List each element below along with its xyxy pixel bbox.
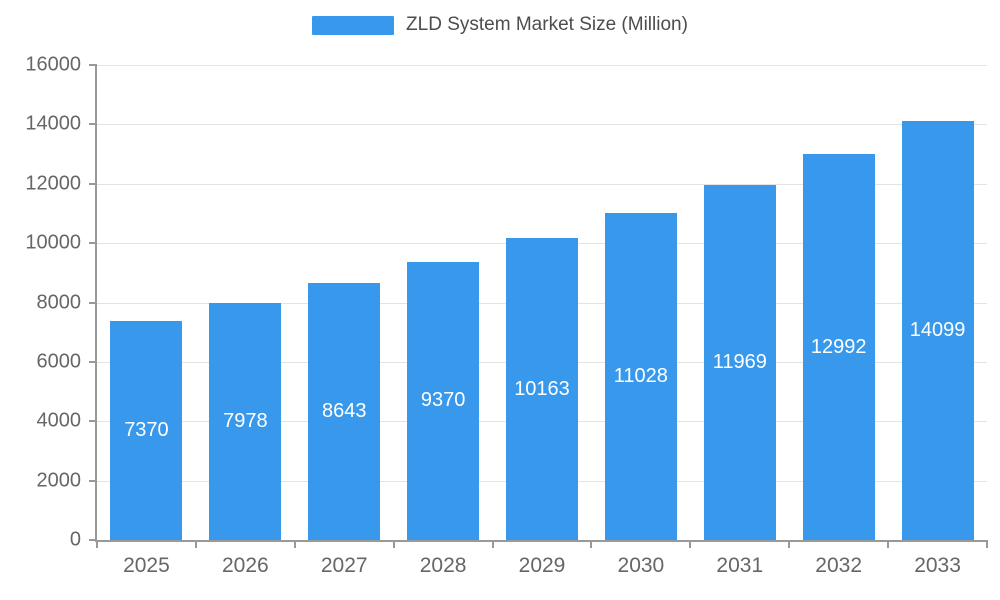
bar-value-label: 12992 — [810, 335, 867, 358]
bar-value-label: 8643 — [321, 400, 367, 423]
x-axis-tick — [96, 540, 98, 548]
x-axis-tick-label: 2032 — [815, 554, 863, 577]
bar: 7370 — [110, 321, 183, 540]
x-axis-tick-label: 2030 — [617, 554, 665, 577]
bar-value-label: 7978 — [223, 410, 268, 433]
y-axis-tick — [89, 301, 97, 304]
bar: 7978 — [209, 303, 282, 540]
x-axis-tick — [392, 540, 395, 548]
bar: 11969 — [703, 184, 776, 540]
x-axis-tick-label: 2028 — [419, 554, 467, 577]
y-axis-tick — [89, 360, 97, 363]
bar-value-label: 7370 — [124, 419, 169, 442]
y-axis-tick-label: 0 — [69, 528, 81, 551]
y-axis-tick-label: 6000 — [36, 350, 82, 373]
y-axis-tick — [89, 123, 97, 126]
x-axis-tick — [590, 540, 593, 548]
plot-area: 0 2000 4000 6000 8000 10000 12000 14000 16000 737… — [25, 54, 988, 577]
y-axis-tick — [89, 64, 97, 66]
x-axis-tick — [293, 540, 296, 548]
x-axis-tick-label: 2029 — [518, 554, 566, 577]
x-axis-tick — [491, 540, 494, 548]
y-axis-tick-label: 12000 — [25, 172, 81, 195]
gridline — [97, 65, 987, 66]
y-axis-tick-label: 4000 — [36, 409, 82, 432]
bar: 9370 — [407, 261, 480, 540]
y-axis-tick — [89, 182, 97, 185]
x-axis-tick-label: 2026 — [221, 554, 269, 577]
bar-value-label: 11969 — [712, 350, 767, 373]
x-axis-tick-label: 2031 — [716, 554, 764, 577]
y-axis-tick — [89, 479, 97, 482]
bar-value-label: 11028 — [613, 364, 668, 387]
gridline — [97, 124, 987, 126]
chart-legend[interactable]: ZLD System Market Size (Million) — [0, 14, 1000, 36]
y-axis-tick — [89, 539, 97, 541]
x-axis-tick-label: 2033 — [914, 554, 961, 577]
y-axis-tick-label: 14000 — [25, 112, 81, 135]
x-axis-tick — [194, 540, 197, 548]
legend-swatch — [312, 15, 395, 35]
x-axis-tick — [788, 540, 791, 548]
bar: 11028 — [604, 212, 677, 540]
y-axis-tick-label: 16000 — [25, 53, 81, 76]
x-axis-tick-label: 2027 — [320, 554, 368, 577]
x-axis-tick — [986, 540, 988, 548]
legend-label: ZLD System Market Size (Million) — [406, 14, 688, 35]
y-axis-tick-label: 10000 — [25, 231, 81, 254]
y-axis-tick — [89, 242, 97, 245]
bar: 12992 — [802, 154, 875, 540]
gridline — [97, 183, 987, 185]
bar-value-label: 9370 — [420, 389, 466, 412]
bar: 8643 — [308, 283, 381, 540]
bar: 10163 — [506, 238, 578, 540]
y-axis-tick-label: 2000 — [36, 469, 82, 492]
bar-value-label: 10163 — [514, 377, 570, 400]
y-axis-tick-label: 8000 — [36, 291, 82, 313]
x-axis-tick-label: 2025 — [123, 554, 170, 577]
x-axis-tick — [689, 540, 692, 548]
x-axis-tick — [887, 540, 890, 548]
bar: 14099 — [901, 121, 974, 540]
y-axis-tick — [89, 420, 97, 423]
bar-value-label: 14099 — [909, 319, 966, 342]
